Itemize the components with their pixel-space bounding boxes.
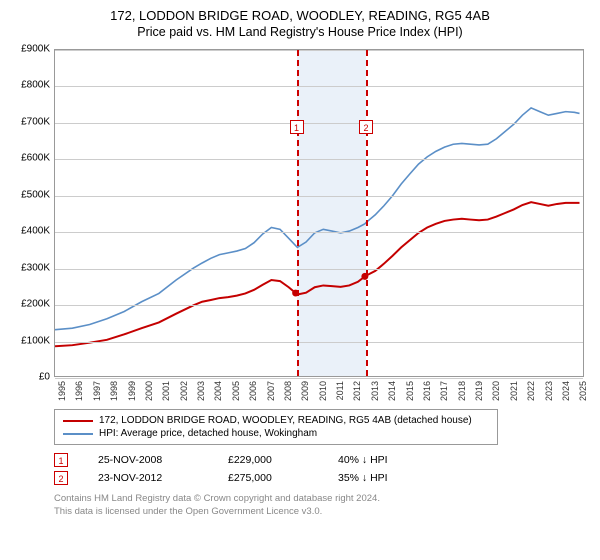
- x-tick-label: 2009: [300, 381, 310, 401]
- legend-swatch: [63, 420, 93, 422]
- x-tick-label: 2023: [544, 381, 554, 401]
- y-axis-labels: £0 £100K £200K £300K £400K £500K £600K £700K £80…: [10, 45, 52, 405]
- x-tick-label: 2002: [179, 381, 189, 401]
- x-tick-label: 2012: [352, 381, 362, 401]
- x-tick-label: 2021: [509, 381, 519, 401]
- legend-label: 172, LODDON BRIDGE ROAD, WOODLEY, READIN…: [99, 415, 472, 426]
- y-tick-label: £700K: [21, 116, 50, 127]
- y-tick-label: £0: [39, 372, 50, 383]
- legend-swatch: [63, 433, 93, 435]
- sale-date: 25-NOV-2008: [98, 454, 198, 466]
- legend-label: HPI: Average price, detached house, Woki…: [99, 428, 317, 439]
- x-tick-label: 2025: [578, 381, 588, 401]
- sale-hpi-diff: 35% ↓ HPI: [338, 472, 438, 484]
- sale-index: 1: [54, 453, 68, 467]
- x-tick-label: 1996: [74, 381, 84, 401]
- chart-title-block: 172, LODDON BRIDGE ROAD, WOODLEY, READIN…: [10, 8, 590, 39]
- chart-area: £0 £100K £200K £300K £400K £500K £600K £700K £80…: [10, 45, 590, 405]
- x-tick-label: 1995: [57, 381, 67, 401]
- x-tick-label: 2006: [248, 381, 258, 401]
- x-tick-label: 1998: [109, 381, 119, 401]
- x-tick-label: 2008: [283, 381, 293, 401]
- y-tick-label: £100K: [21, 335, 50, 346]
- title-line-2: Price paid vs. HM Land Registry's House …: [10, 25, 590, 39]
- y-tick-label: £600K: [21, 153, 50, 164]
- x-tick-label: 2001: [161, 381, 171, 401]
- x-tick-label: 2017: [439, 381, 449, 401]
- y-tick-label: £800K: [21, 80, 50, 91]
- sale-marker: 2: [359, 120, 373, 134]
- footer-line-1: Contains HM Land Registry data © Crown c…: [54, 493, 590, 506]
- legend-row: HPI: Average price, detached house, Woki…: [63, 427, 489, 440]
- x-tick-label: 2019: [474, 381, 484, 401]
- x-tick-label: 2024: [561, 381, 571, 401]
- series-price_paid: [55, 202, 580, 346]
- x-tick-label: 2000: [144, 381, 154, 401]
- x-tick-label: 2020: [491, 381, 501, 401]
- legend: 172, LODDON BRIDGE ROAD, WOODLEY, READIN…: [54, 409, 498, 445]
- legend-row: 172, LODDON BRIDGE ROAD, WOODLEY, READIN…: [63, 414, 489, 427]
- sale-marker: 1: [290, 120, 304, 134]
- x-tick-label: 2018: [457, 381, 467, 401]
- x-tick-label: 1997: [92, 381, 102, 401]
- x-axis-labels: 1995 1996 1997 1998 1999 2000 2001 2002 2003 2004…: [54, 379, 584, 405]
- x-tick-label: 2015: [405, 381, 415, 401]
- x-tick-label: 2003: [196, 381, 206, 401]
- sales-table: 1 25-NOV-2008 £229,000 40% ↓ HPI 2 23-NOV-201…: [54, 451, 590, 487]
- y-tick-label: £200K: [21, 299, 50, 310]
- x-tick-label: 2004: [213, 381, 223, 401]
- sale-hpi-diff: 40% ↓ HPI: [338, 454, 438, 466]
- title-line-1: 172, LODDON BRIDGE ROAD, WOODLEY, READIN…: [10, 8, 590, 23]
- sale-price: £275,000: [228, 472, 308, 484]
- line-canvas: [55, 50, 583, 376]
- footer-attribution: Contains HM Land Registry data © Crown c…: [54, 493, 590, 519]
- x-tick-label: 2010: [318, 381, 328, 401]
- x-tick-label: 2022: [526, 381, 536, 401]
- sale-index: 2: [54, 471, 68, 485]
- x-tick-label: 2016: [422, 381, 432, 401]
- sale-row: 2 23-NOV-2012 £275,000 35% ↓ HPI: [54, 469, 590, 487]
- y-tick-label: £500K: [21, 189, 50, 200]
- plot-area: 12: [54, 49, 584, 377]
- series-hpi: [55, 108, 580, 330]
- x-tick-label: 2011: [335, 381, 345, 400]
- footer-line-2: This data is licensed under the Open Gov…: [54, 506, 590, 519]
- sale-price: £229,000: [228, 454, 308, 466]
- sale-row: 1 25-NOV-2008 £229,000 40% ↓ HPI: [54, 451, 590, 469]
- x-tick-label: 2007: [266, 381, 276, 401]
- y-tick-label: £400K: [21, 226, 50, 237]
- sale-date: 23-NOV-2012: [98, 472, 198, 484]
- x-tick-label: 2013: [370, 381, 380, 401]
- x-tick-label: 1999: [127, 381, 137, 401]
- x-tick-label: 2005: [231, 381, 241, 401]
- x-tick-label: 2014: [387, 381, 397, 401]
- y-tick-label: £300K: [21, 262, 50, 273]
- y-tick-label: £900K: [21, 44, 50, 55]
